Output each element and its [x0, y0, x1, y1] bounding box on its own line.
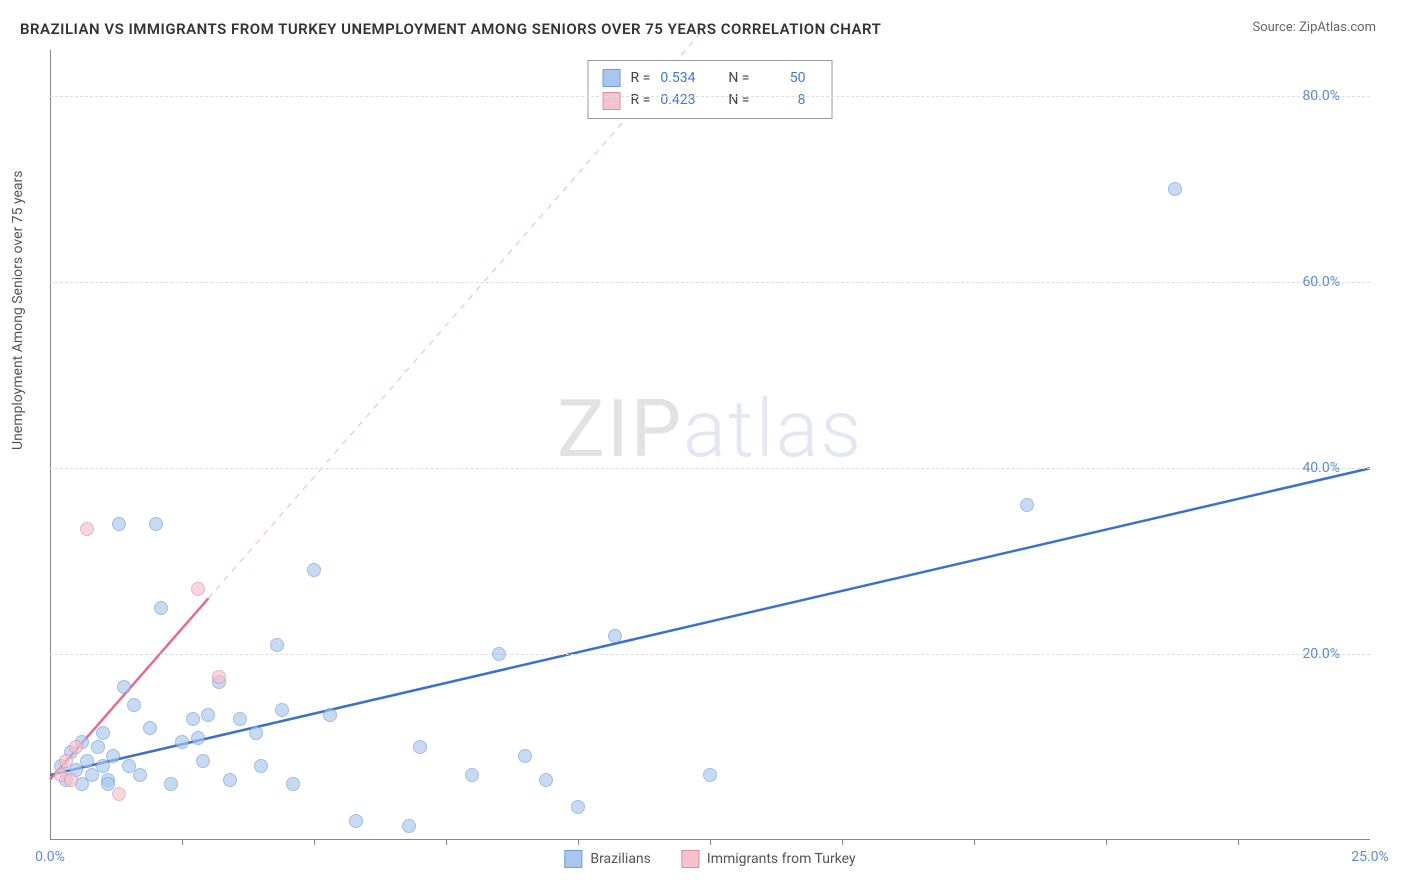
- scatter-marker: [349, 814, 363, 828]
- series-legend-item: Immigrants from Turkey: [681, 850, 856, 868]
- legend-swatch: [603, 69, 621, 87]
- scatter-marker: [80, 754, 94, 768]
- y-tick-label: 40.0%: [1302, 460, 1340, 476]
- scatter-marker: [703, 768, 717, 782]
- gridline: [50, 468, 1370, 469]
- scatter-marker: [201, 708, 215, 722]
- scatter-marker: [275, 703, 289, 717]
- scatter-marker: [164, 777, 178, 791]
- trend-line: [50, 468, 1370, 775]
- source-attribution: Source: ZipAtlas.com: [1252, 20, 1376, 35]
- scatter-marker: [64, 773, 78, 787]
- x-tick-mark: [446, 840, 447, 845]
- series-legend: Brazilians Immigrants from Turkey: [564, 850, 855, 868]
- scatter-marker: [286, 777, 300, 791]
- n-label: N =: [728, 67, 749, 89]
- scatter-marker: [149, 517, 163, 531]
- x-tick-mark: [1106, 840, 1107, 845]
- scatter-marker: [196, 754, 210, 768]
- series-name: Immigrants from Turkey: [707, 851, 856, 867]
- y-tick-label: 20.0%: [1302, 646, 1340, 662]
- scatter-plot-area: ZIPatlas R =0.534N =50R =0.423N =8 Brazi…: [50, 50, 1370, 840]
- n-value: 8: [759, 89, 805, 111]
- gridline: [50, 654, 1370, 655]
- scatter-marker: [186, 712, 200, 726]
- scatter-marker: [249, 726, 263, 740]
- scatter-marker: [608, 629, 622, 643]
- x-tick-mark: [314, 840, 315, 845]
- legend-swatch: [681, 850, 699, 868]
- x-tick-mark: [1238, 840, 1239, 845]
- scatter-marker: [143, 721, 157, 735]
- scatter-marker: [492, 647, 506, 661]
- scatter-marker: [223, 773, 237, 787]
- r-value: 0.534: [660, 67, 706, 89]
- series-name: Brazilians: [590, 851, 651, 867]
- legend-swatch: [564, 850, 582, 868]
- scatter-marker: [175, 735, 189, 749]
- scatter-marker: [127, 698, 141, 712]
- scatter-marker: [323, 708, 337, 722]
- x-tick-label: 0.0%: [35, 849, 65, 865]
- scatter-marker: [191, 731, 205, 745]
- trend-lines-layer: [50, 50, 1370, 840]
- scatter-marker: [69, 740, 83, 754]
- scatter-marker: [402, 819, 416, 833]
- correlation-legend-row: R = 0.423 N = 8: [603, 89, 818, 111]
- scatter-marker: [191, 582, 205, 596]
- correlation-legend-row: R = 0.534 N = 50: [603, 67, 818, 89]
- r-label: R =: [631, 89, 651, 111]
- y-axis-line: [50, 50, 51, 840]
- x-tick-mark: [974, 840, 975, 845]
- scatter-marker: [112, 787, 126, 801]
- y-tick-label: 60.0%: [1302, 274, 1340, 290]
- n-label: N =: [728, 89, 749, 111]
- scatter-marker: [307, 563, 321, 577]
- y-axis-label: Unemployment Among Seniors over 75 years: [10, 171, 26, 451]
- scatter-marker: [80, 522, 94, 536]
- gridline: [50, 282, 1370, 283]
- scatter-marker: [254, 759, 268, 773]
- scatter-marker: [270, 638, 284, 652]
- y-tick-label: 80.0%: [1302, 88, 1340, 104]
- scatter-marker: [539, 773, 553, 787]
- x-tick-mark: [710, 840, 711, 845]
- r-label: R =: [631, 67, 651, 89]
- scatter-marker: [465, 768, 479, 782]
- legend-swatch: [603, 92, 621, 110]
- correlation-legend: R = 0.534 N = 50 R = 0.423 N = 8: [588, 60, 833, 119]
- scatter-marker: [91, 740, 105, 754]
- scatter-marker: [112, 517, 126, 531]
- scatter-marker: [518, 749, 532, 763]
- scatter-marker: [59, 754, 73, 768]
- watermark: ZIPatlas: [557, 382, 863, 476]
- scatter-marker: [212, 670, 226, 684]
- scatter-marker: [413, 740, 427, 754]
- x-tick-mark: [842, 840, 843, 845]
- scatter-marker: [1168, 182, 1182, 196]
- x-tick-label: 25.0%: [1351, 849, 1389, 865]
- scatter-marker: [154, 601, 168, 615]
- scatter-marker: [117, 680, 131, 694]
- gridline: [50, 96, 1370, 97]
- chart-title: BRAZILIAN VS IMMIGRANTS FROM TURKEY UNEM…: [20, 20, 881, 38]
- scatter-marker: [571, 800, 585, 814]
- scatter-marker: [1020, 498, 1034, 512]
- x-tick-mark: [182, 840, 183, 845]
- series-legend-item: Brazilians: [564, 850, 651, 868]
- scatter-marker: [133, 768, 147, 782]
- scatter-marker: [233, 712, 247, 726]
- scatter-marker: [106, 749, 120, 763]
- x-tick-mark: [578, 840, 579, 845]
- scatter-marker: [96, 726, 110, 740]
- n-value: 50: [759, 67, 805, 89]
- r-value: 0.423: [660, 89, 706, 111]
